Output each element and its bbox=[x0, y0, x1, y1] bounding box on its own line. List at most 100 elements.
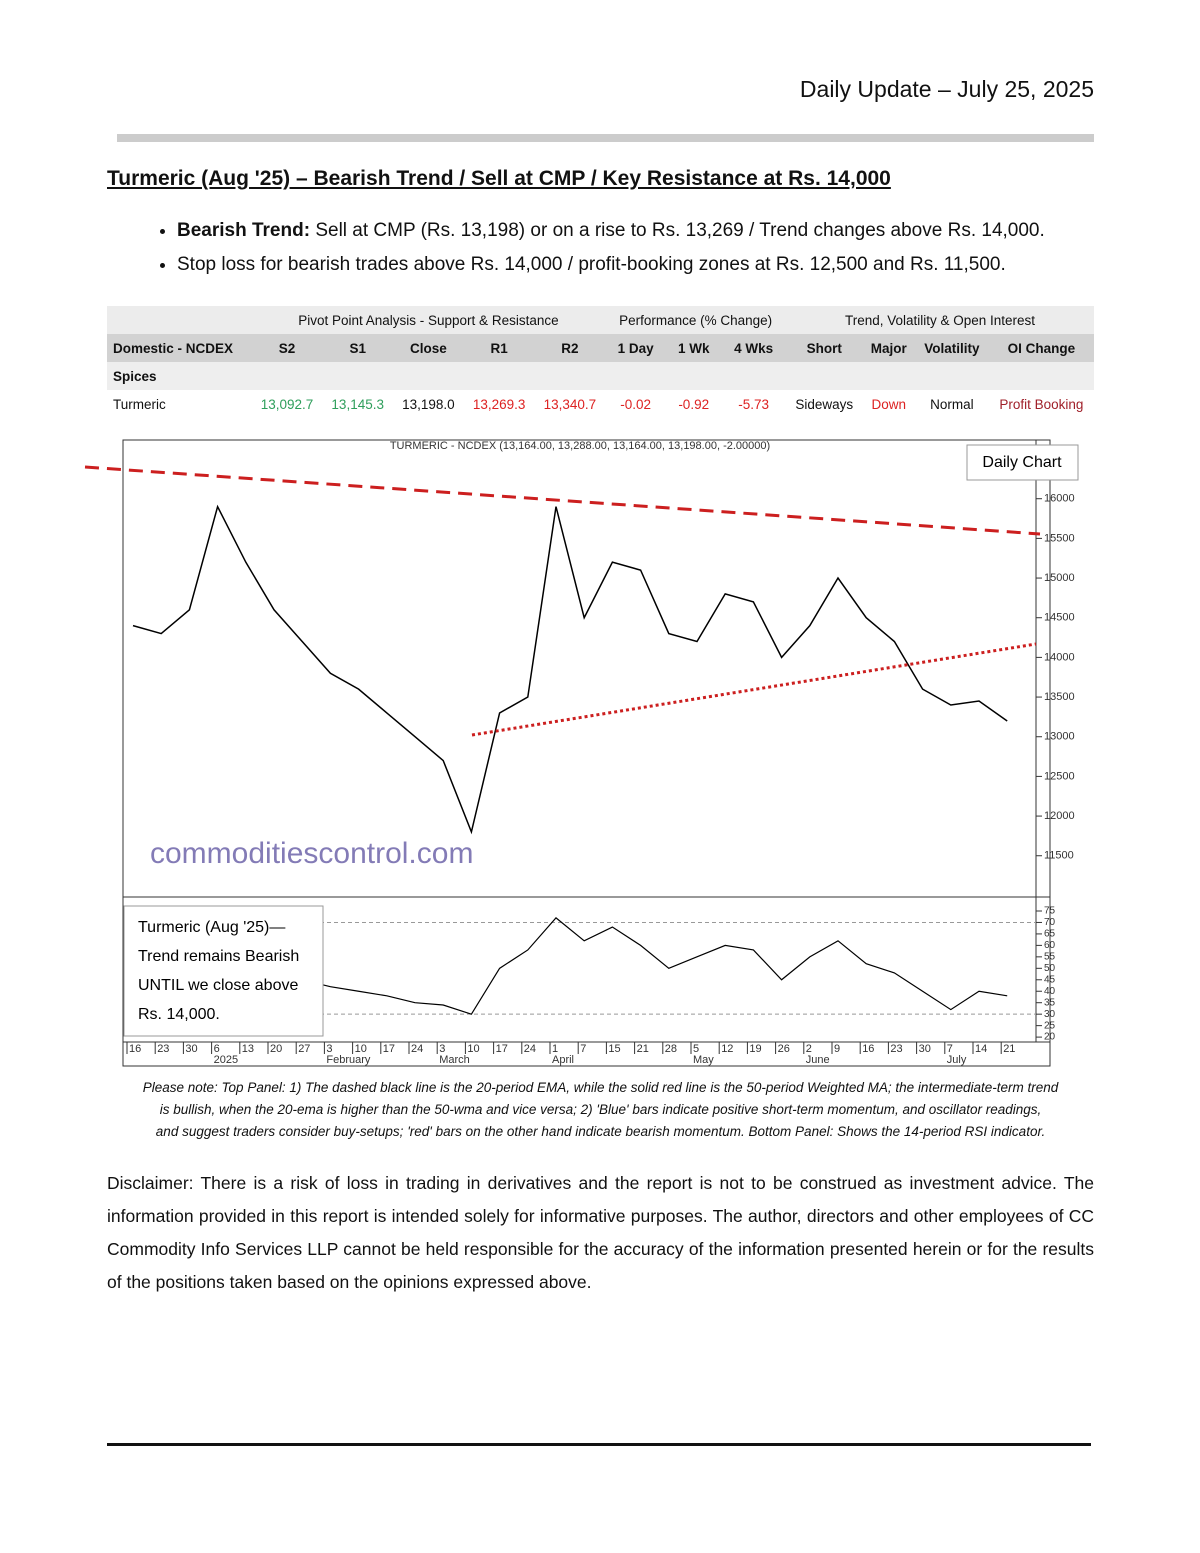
annotation-line: Rs. 14,000. bbox=[138, 1006, 220, 1023]
pivot-table: Pivot Point Analysis - Support & Resista… bbox=[107, 306, 1094, 418]
separator bbox=[117, 134, 1094, 142]
month-label: 2025 bbox=[214, 1054, 238, 1066]
rsi-tick-label: 60 bbox=[1044, 940, 1056, 951]
x-tick-label: 13 bbox=[242, 1043, 254, 1055]
rsi-tick-label: 45 bbox=[1044, 974, 1056, 985]
x-tick-label: 23 bbox=[157, 1043, 169, 1055]
x-tick-label: 17 bbox=[383, 1043, 395, 1055]
support-trendline bbox=[471, 642, 1037, 737]
chart-note: Please note: Top Panel: 1) The dashed bl… bbox=[107, 1077, 1094, 1143]
x-tick-label: 7 bbox=[580, 1043, 586, 1055]
cell: Normal bbox=[930, 396, 974, 412]
column-header: Major bbox=[862, 334, 916, 362]
x-tick-label: 30 bbox=[919, 1043, 931, 1055]
month-label: April bbox=[552, 1054, 574, 1066]
section: Spices bbox=[107, 362, 1094, 390]
x-tick-label: 30 bbox=[185, 1043, 197, 1055]
x-tick-label: 10 bbox=[355, 1043, 367, 1055]
group-header: Performance (% Change) bbox=[605, 306, 787, 334]
x-tick-label: 19 bbox=[749, 1043, 761, 1055]
column-header: S1 bbox=[322, 334, 394, 362]
x-tick-label: 28 bbox=[665, 1043, 677, 1055]
chart: 11500 12000 12500 13000 13500 14000 14500 15000… bbox=[84, 439, 1079, 1067]
resistance-trendline bbox=[84, 465, 1041, 536]
rsi-tick-label: 50 bbox=[1044, 963, 1056, 974]
x-tick-label: 15 bbox=[608, 1043, 620, 1055]
note-line: Please note: Top Panel: 1) The dashed bl… bbox=[142, 1080, 1059, 1095]
y-tick-label: 12500 bbox=[1044, 770, 1075, 782]
x-tick-label: 21 bbox=[1003, 1043, 1015, 1055]
x-tick-label: 7 bbox=[947, 1043, 953, 1055]
group-header: Pivot Point Analysis - Support & Resista… bbox=[251, 306, 606, 334]
y-tick-label: 13000 bbox=[1044, 731, 1075, 743]
x-tick-label: 26 bbox=[778, 1043, 790, 1055]
month-label: May bbox=[693, 1054, 714, 1066]
x-tick-label: 16 bbox=[129, 1043, 141, 1055]
watermark: commoditiescontrol.com bbox=[150, 837, 473, 870]
x-tick-label: 23 bbox=[890, 1043, 902, 1055]
annotation-box bbox=[123, 905, 324, 1037]
price-line bbox=[132, 504, 1008, 835]
column-header: 1 Day bbox=[605, 334, 667, 362]
column-header: Short bbox=[786, 334, 863, 362]
chart-label: Daily Chart bbox=[982, 454, 1062, 471]
x-tick-label: 5 bbox=[693, 1043, 699, 1055]
bullet: Bearish Trend: Sell at CMP (Rs. 13,198) … bbox=[177, 220, 1137, 242]
x-tick-label: 21 bbox=[637, 1043, 649, 1055]
cell: -5.73 bbox=[738, 396, 770, 412]
y-tick-label: 12000 bbox=[1044, 810, 1075, 822]
column-header: 1 Wk bbox=[666, 334, 722, 362]
x-tick-label: 3 bbox=[326, 1043, 332, 1055]
column-header: R1 bbox=[463, 334, 535, 362]
bullet-bold: Bearish Trend: bbox=[177, 220, 311, 241]
y-tick-label: 14000 bbox=[1044, 651, 1075, 663]
group-header: Trend, Volatility & Open Interest bbox=[786, 306, 1094, 334]
bullet: Stop loss for bearish trades above Rs. 1… bbox=[177, 254, 1137, 276]
cell: 13,340.7 bbox=[543, 396, 597, 412]
annotation-line: Turmeric (Aug '25)— bbox=[138, 919, 285, 936]
rsi-tick-label: 70 bbox=[1044, 917, 1056, 928]
x-tick-label: 16 bbox=[862, 1043, 874, 1055]
cell: -0.92 bbox=[678, 396, 710, 412]
x-tick-label: 6 bbox=[214, 1043, 220, 1055]
cell: 13,198.0 bbox=[402, 396, 455, 412]
y-tick-label: 11500 bbox=[1044, 850, 1074, 862]
rsi-tick-label: 30 bbox=[1044, 1009, 1056, 1020]
cell: Turmeric bbox=[113, 396, 166, 412]
x-tick-label: 17 bbox=[496, 1043, 508, 1055]
x-tick-label: 9 bbox=[834, 1043, 840, 1055]
month-label: July bbox=[947, 1054, 967, 1066]
x-tick-label: 27 bbox=[298, 1043, 310, 1055]
x-tick-label: 12 bbox=[721, 1043, 733, 1055]
chart-title: TURMERIC - NCDEX (13,164.00, 13,288.00, … bbox=[390, 440, 770, 452]
column-header: R2 bbox=[534, 334, 606, 362]
month-label: March bbox=[439, 1054, 470, 1066]
rsi-tick-label: 75 bbox=[1044, 906, 1056, 917]
rsi-tick-label: 25 bbox=[1044, 1020, 1056, 1031]
heading: Turmeric (Aug '25) – Bearish Trend / Sel… bbox=[107, 167, 891, 190]
rsi-tick-label: 55 bbox=[1044, 951, 1056, 962]
cell: 13,269.3 bbox=[472, 396, 526, 412]
rsi-tick-label: 35 bbox=[1044, 997, 1056, 1008]
cell: Sideways bbox=[795, 396, 854, 412]
bullet-text: Stop loss for bearish trades above Rs. 1… bbox=[177, 254, 1006, 275]
x-tick-label: 24 bbox=[411, 1043, 423, 1055]
bullet-text: Sell at CMP (Rs. 13,198) or on a rise to… bbox=[315, 220, 1045, 241]
annotation-line: UNTIL we close above bbox=[138, 977, 298, 994]
x-tick-label: 3 bbox=[439, 1043, 445, 1055]
disclaimer: Disclaimer: There is a risk of loss in t… bbox=[107, 1173, 1094, 1292]
footer-rule bbox=[107, 1443, 1091, 1446]
x-tick-label: 10 bbox=[467, 1043, 479, 1055]
y-tick-label: 16000 bbox=[1044, 493, 1075, 505]
label-box bbox=[966, 444, 1079, 481]
y-tick-label: 15500 bbox=[1044, 532, 1075, 544]
bullet-list: Bearish Trend: Sell at CMP (Rs. 13,198) … bbox=[140, 220, 1137, 288]
annotation-line: Trend remains Bearish bbox=[138, 948, 299, 965]
x-tick-label: 20 bbox=[270, 1043, 282, 1055]
note-line: is bullish, when the 20-ema is higher th… bbox=[159, 1102, 1042, 1117]
cell: Down bbox=[871, 396, 906, 412]
x-tick-label: 14 bbox=[975, 1043, 987, 1055]
note-line: and suggest traders consider buy-setups;… bbox=[155, 1124, 1046, 1139]
rsi-tick-label: 40 bbox=[1044, 986, 1056, 997]
